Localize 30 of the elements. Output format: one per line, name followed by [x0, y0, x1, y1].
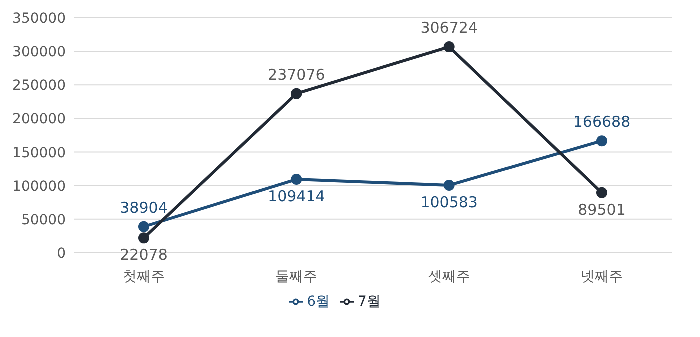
point — [291, 174, 302, 186]
y-tick-label: 100000 — [12, 178, 66, 195]
y-tick-label: 300000 — [12, 44, 66, 61]
legend-label: 7월 — [358, 294, 381, 310]
x-tick-label: 넷째주 — [581, 268, 623, 285]
data-label: 100583 — [420, 193, 478, 212]
data-label: 109414 — [268, 188, 326, 206]
point — [444, 42, 455, 53]
data-label: 89501 — [578, 200, 626, 219]
data-label: 237076 — [268, 66, 326, 84]
legend-label: 6월 — [307, 294, 330, 310]
point — [138, 232, 150, 244]
x-tick-label: 셋째주 — [428, 268, 470, 285]
data-label: 38904 — [120, 198, 168, 217]
y-tick-label: 150000 — [12, 145, 66, 162]
point — [291, 88, 302, 100]
point — [138, 221, 150, 232]
y-tick-label: 50000 — [21, 212, 66, 228]
y-tick-label: 350000 — [12, 10, 66, 27]
y-tick-label: 200000 — [12, 112, 66, 128]
x-tick-label: 첫째주 — [123, 268, 165, 285]
y-tick-label: 0 — [57, 246, 66, 262]
data-label: 22078 — [120, 246, 168, 264]
point — [444, 180, 455, 191]
y-tick-label: 250000 — [12, 78, 66, 94]
point — [596, 187, 608, 198]
x-tick-label: 둘째주 — [276, 268, 318, 285]
point — [596, 136, 608, 147]
data-label: 306724 — [420, 19, 478, 38]
data-label: 166688 — [573, 113, 631, 132]
